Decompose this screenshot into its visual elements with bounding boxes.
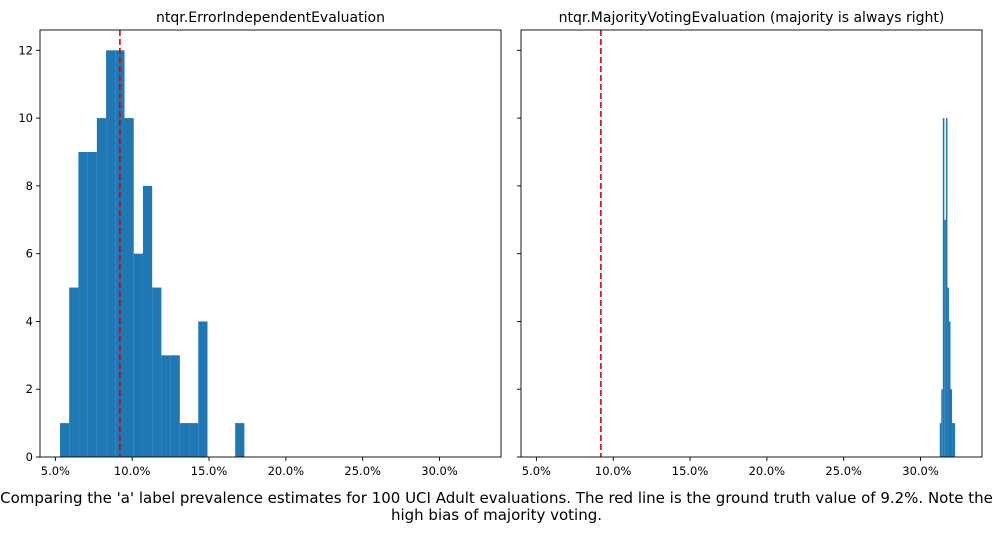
axes-frame	[39, 29, 502, 458]
histogram-bar	[235, 423, 245, 457]
y-tick-label: 0	[26, 450, 33, 464]
histogram-bar	[945, 118, 948, 457]
histogram-bar	[189, 423, 199, 457]
y-tick-label: 6	[26, 247, 33, 261]
histogram-bar	[950, 389, 953, 457]
histogram-bar	[133, 253, 143, 457]
x-tick-label: 5.0%	[522, 464, 551, 478]
histogram-bar	[942, 118, 945, 457]
y-tick-label: 4	[26, 314, 33, 328]
histogram-bar	[179, 423, 190, 457]
histogram-bar	[78, 152, 88, 457]
histogram-bar	[124, 118, 134, 457]
figure-caption: Comparing the 'a' label prevalence estim…	[0, 489, 993, 524]
histogram-bar	[198, 321, 208, 457]
axes-frame	[520, 29, 983, 458]
histogram-bar	[152, 287, 162, 457]
x-tick-label: 25.0%	[825, 464, 862, 478]
histogram-bar	[944, 219, 946, 457]
histogram-bar	[106, 50, 116, 457]
x-tick-label: 30.0%	[902, 464, 939, 478]
histogram-bar	[947, 287, 949, 457]
histogram-bar	[59, 423, 70, 457]
x-tick-label: 15.0%	[672, 464, 709, 478]
histogram-bar	[952, 423, 956, 457]
x-tick-label: 20.0%	[268, 464, 305, 478]
histogram-bar	[96, 118, 107, 457]
histogram-bar	[939, 423, 942, 457]
y-tick-label: 2	[26, 382, 33, 396]
x-tick-label: 20.0%	[749, 464, 786, 478]
histogram-bar	[87, 152, 97, 457]
chart-title: ntqr.MajorityVotingEvaluation (majority …	[559, 10, 945, 26]
histogram-bar	[170, 355, 180, 457]
x-tick-label: 25.0%	[344, 464, 381, 478]
chart-title: ntqr.ErrorIndependentEvaluation	[156, 10, 385, 26]
histogram-bar	[69, 287, 79, 457]
x-tick-label: 30.0%	[421, 464, 458, 478]
histogram-bar	[161, 355, 171, 457]
x-tick-label: 15.0%	[191, 464, 228, 478]
x-tick-label: 5.0%	[41, 464, 70, 478]
histogram-bar	[941, 389, 943, 457]
y-tick-label: 8	[26, 179, 33, 193]
y-tick-label: 10	[18, 111, 33, 125]
x-tick-label: 10.0%	[595, 464, 632, 478]
histogram-bar	[142, 185, 153, 457]
y-tick-label: 12	[18, 43, 33, 57]
x-tick-label: 10.0%	[114, 464, 151, 478]
histogram-bar	[948, 321, 951, 457]
histogram-bar	[115, 50, 125, 457]
